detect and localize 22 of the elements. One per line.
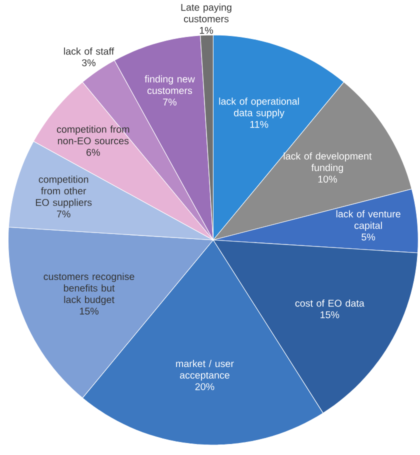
slice-label: lack of venture capital [336,210,400,231]
data-label: 5% [362,234,376,240]
data-label: 7% [56,210,70,218]
slice-label: finding new customers [144,75,195,94]
data-label: 6% [86,148,100,156]
slice-label: lack of development funding [284,152,372,174]
data-label: 10% [318,176,337,183]
data-label: 7% [163,98,177,106]
data-label: 1% [200,26,214,34]
slice-label: Late paying customers [181,4,232,22]
slice-label: competition from other EO suppliers [36,176,92,208]
data-label: 20% [195,383,214,390]
slice-label: customers recognise benefits but lack budget [44,272,134,306]
data-label: 3% [82,59,96,66]
slice-label: lack of staff [64,48,114,55]
data-label: 11% [250,120,268,128]
data-label: 15% [320,311,340,318]
slice-label: competition from non-EO sources [56,126,130,144]
slice-label: cost of EO data [295,300,364,307]
slice-label: market / user acceptance [176,360,234,381]
slice-label: lack of operational data supply [219,98,299,118]
data-label: 15% [80,308,99,315]
